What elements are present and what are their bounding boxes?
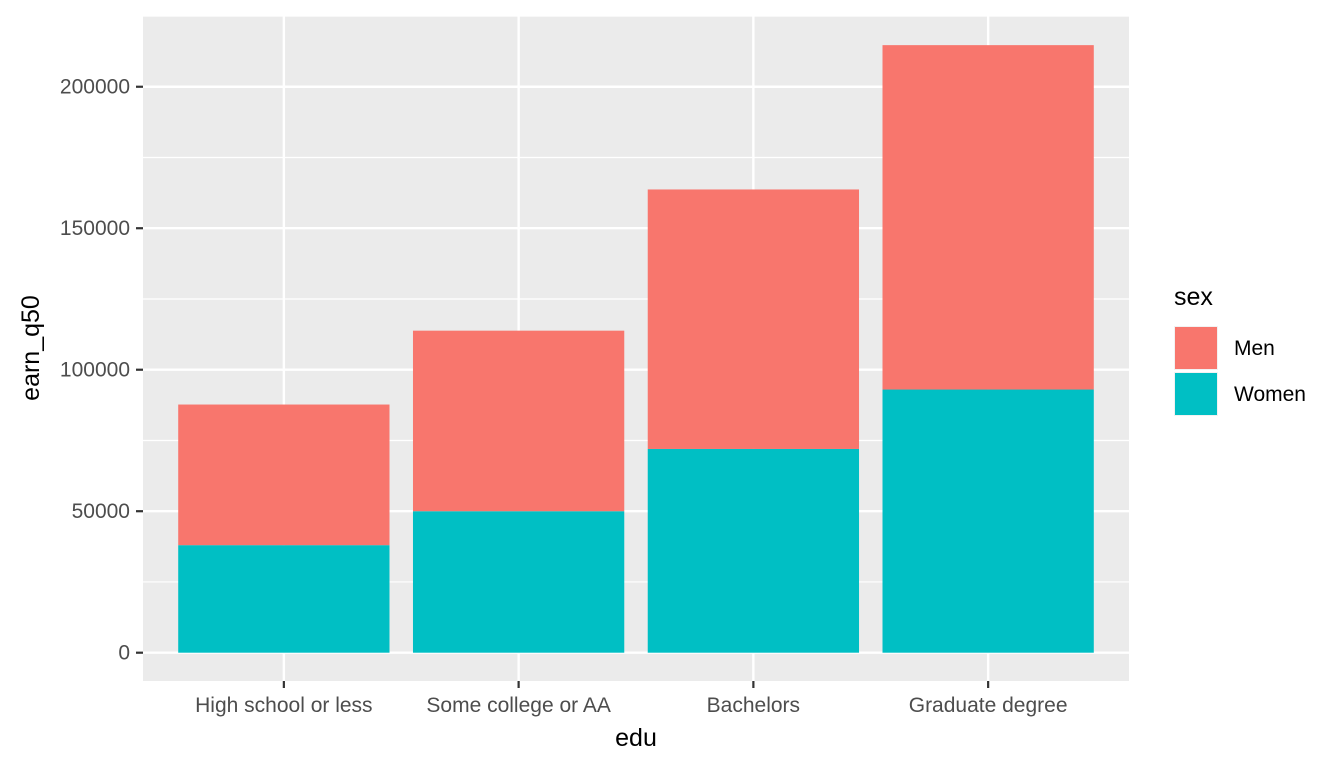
- legend-label-women: Women: [1234, 383, 1306, 406]
- bar-men: [178, 404, 390, 546]
- bar-men: [412, 330, 625, 512]
- x-tick-label: Graduate degree: [909, 694, 1068, 717]
- y-tick-label: 150000: [60, 217, 130, 240]
- bars: [178, 45, 1094, 653]
- legend-label-men: Men: [1234, 337, 1275, 360]
- x-axis: High school or less Some college or AA Bac…: [195, 681, 1068, 717]
- bar-women: [412, 511, 625, 653]
- legend-title: sex: [1174, 283, 1213, 311]
- y-tick-label: 200000: [60, 76, 130, 99]
- x-tick-label: Some college or AA: [426, 694, 610, 717]
- legend-swatch-women: [1175, 373, 1217, 415]
- bar-men: [882, 45, 1094, 390]
- y-axis-title: earn_q50: [17, 295, 45, 401]
- y-tick-label: 100000: [60, 359, 130, 382]
- y-tick-label: 50000: [72, 500, 130, 523]
- y-tick-label: 0: [118, 642, 130, 665]
- x-tick-label: High school or less: [195, 694, 372, 717]
- legend: sex Men Women: [1174, 283, 1306, 416]
- bar-women: [647, 448, 860, 653]
- x-tick-label: Bachelors: [707, 694, 800, 717]
- bar-men: [647, 189, 860, 449]
- legend-swatch-men: [1175, 327, 1217, 369]
- bar-women: [882, 389, 1094, 653]
- bar-women: [178, 545, 390, 653]
- y-axis: 0 50000 100000 150000 200000: [60, 76, 143, 665]
- x-axis-title: edu: [615, 724, 657, 752]
